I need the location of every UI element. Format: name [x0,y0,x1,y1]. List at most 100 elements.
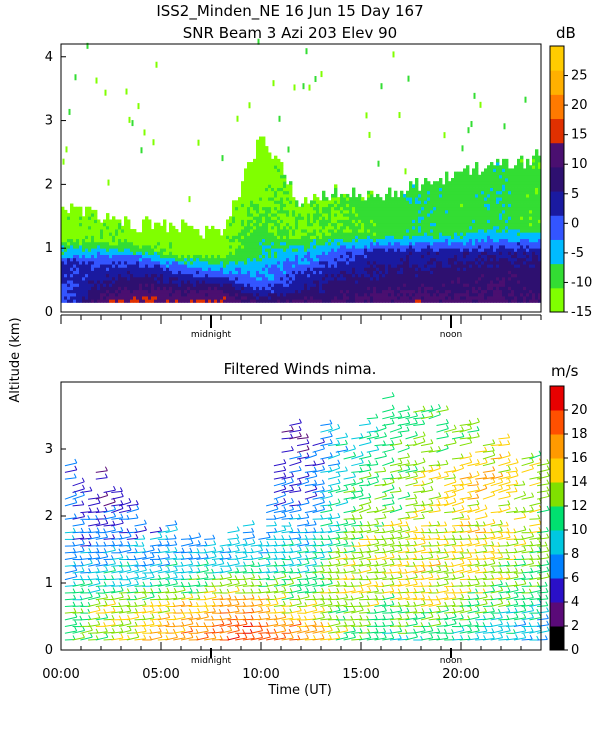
snr-cell [409,213,413,217]
snr-cell [91,267,95,271]
snr-cell [229,292,233,297]
snr-cell [358,260,362,265]
snr-cell [451,299,455,303]
snr-cell [487,193,491,198]
snr-cell [232,213,236,217]
snr-cell [244,296,248,300]
snr-cell [199,280,203,284]
snr-cell [280,289,284,294]
snr-cell [358,241,362,246]
snr-cell [388,270,392,275]
snr-cell [244,286,248,291]
snr-cell [175,254,179,259]
snr-cell [367,200,371,204]
snr-cell [217,254,221,259]
snr-cell [370,235,374,240]
snr-cell [370,289,374,294]
snr-cell [439,193,443,198]
snr-cell [499,238,503,243]
snr-cell [67,267,71,271]
snr-cell [76,209,80,214]
snr-cell [109,219,113,224]
snr-cell [76,251,80,255]
snr-cell [103,232,107,236]
snr-cell [205,229,209,233]
snr-cell [256,158,260,163]
snr-cell [283,254,287,259]
snr-cell [259,216,263,220]
snr-cell [478,206,482,211]
snr-cell [439,251,443,255]
snr-cell [295,241,299,246]
snr-cell [325,206,329,211]
snr-cell [307,296,311,300]
snr-cell [496,222,500,227]
snr-cell [418,222,422,227]
snr-cell [211,296,215,300]
snr-cell [247,174,251,179]
snr-cell [493,209,497,214]
snr-cell [403,257,407,262]
snr-cell [115,235,119,240]
snr-cell [442,286,446,291]
snr-cell [286,241,290,246]
snr-cell [172,280,176,284]
snr-cell [94,283,98,287]
snr-cell [478,245,482,249]
snr-cell [112,289,116,294]
snr-cell [211,299,215,303]
snr-cell [352,225,356,230]
snr-cell [463,225,467,230]
snr-cell [475,251,479,255]
snr-cell [103,254,107,259]
snr-cell [226,299,230,303]
snr-cell [85,241,89,246]
snr-cell [64,241,68,246]
snr-cell [226,254,230,259]
snr-cell [484,187,488,192]
snr-cell [499,229,503,233]
snr-cell [487,184,491,188]
snr-cell [295,299,299,303]
snr-cell [247,299,251,303]
snr-cell [124,267,128,271]
snr-cell [73,241,77,246]
snr-cell [289,260,293,265]
snr-cell [139,270,143,275]
snr-cell [349,232,353,236]
snr-cell [439,248,443,252]
snr-cell [94,280,98,284]
snr-cell [190,245,194,249]
snr-cell [115,280,119,284]
snr-cell [262,136,266,141]
snr-cell [388,216,392,220]
snr-cell [85,286,89,291]
snr-cell [94,209,98,214]
snr-cell [70,235,74,240]
snr-cell [145,248,149,252]
snr-cell [463,238,467,243]
snr-cell [430,264,434,268]
snr-cell [412,264,416,268]
snr-cell [88,280,92,284]
snr-cell [202,260,206,265]
snr-cell [277,162,281,166]
snr-cell [496,286,500,291]
snr-cell [226,241,230,246]
snr-cell [505,190,509,195]
snr-cell [505,193,509,198]
snr-cell [274,155,278,160]
snr-cell [268,292,272,297]
snr-cell [304,292,308,297]
snr-cell [100,260,104,265]
snr-cell [337,203,341,208]
snr-cell [460,245,464,249]
snr-cell [154,289,158,294]
snr-cell [403,235,407,240]
snr-cell [505,283,509,287]
snr-cell [448,181,452,185]
snr-cell [286,283,290,287]
snr-cell [76,232,80,236]
snr-cell [334,289,338,294]
snr-cell [133,267,137,271]
